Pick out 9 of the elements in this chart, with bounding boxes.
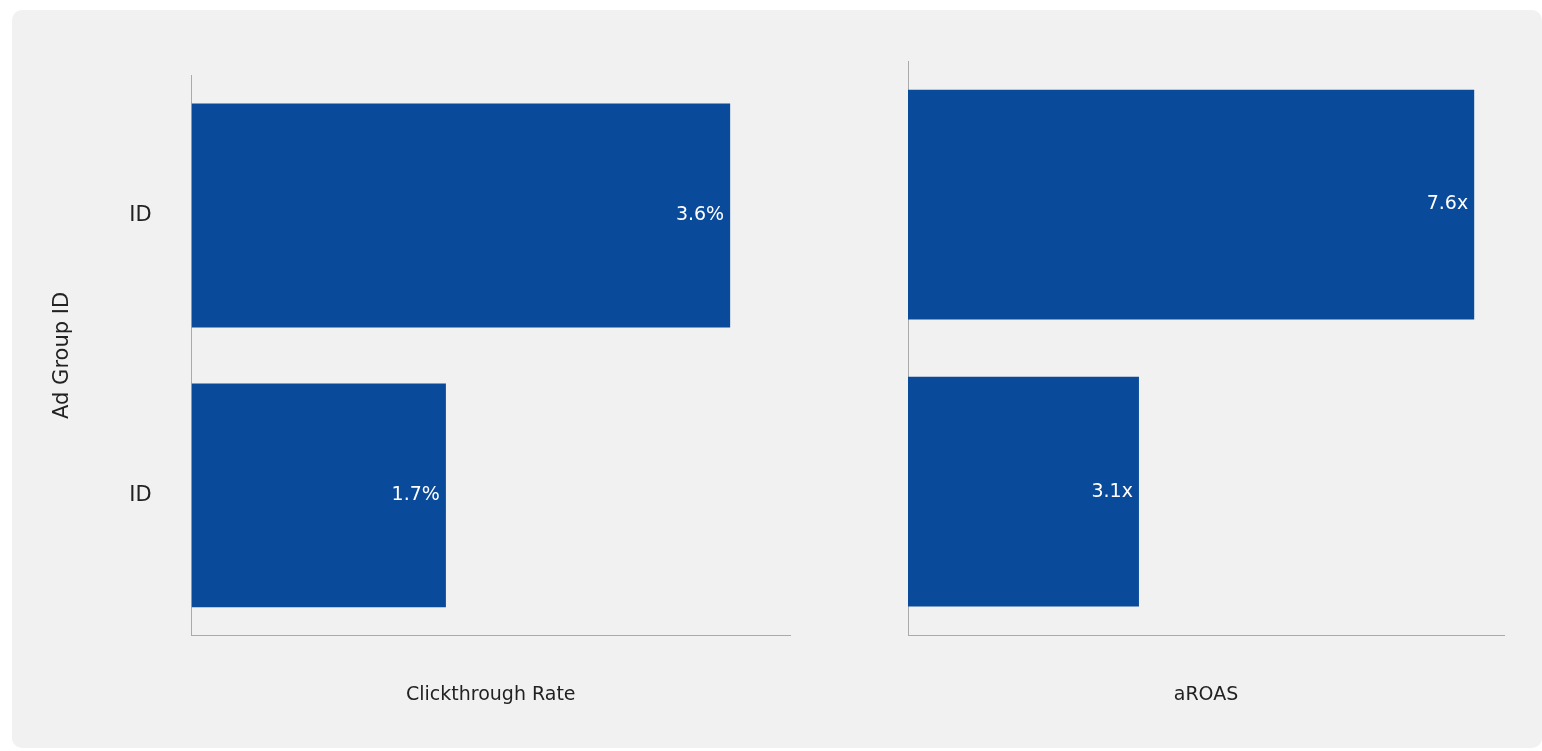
data-label: 3.1x: [1091, 478, 1133, 501]
data-label: 1.7%: [391, 482, 440, 505]
y-axis-title: Ad Group ID: [49, 291, 74, 419]
data-label: 7.6x: [1426, 191, 1469, 214]
y-tick-label: ID: [129, 201, 152, 226]
data-label: 3.6%: [675, 202, 725, 225]
x-axis-title: Clickthrough Rate: [406, 681, 576, 704]
y-tick-label: ID: [129, 481, 152, 506]
x-axis-title: aROAS: [1173, 681, 1239, 704]
